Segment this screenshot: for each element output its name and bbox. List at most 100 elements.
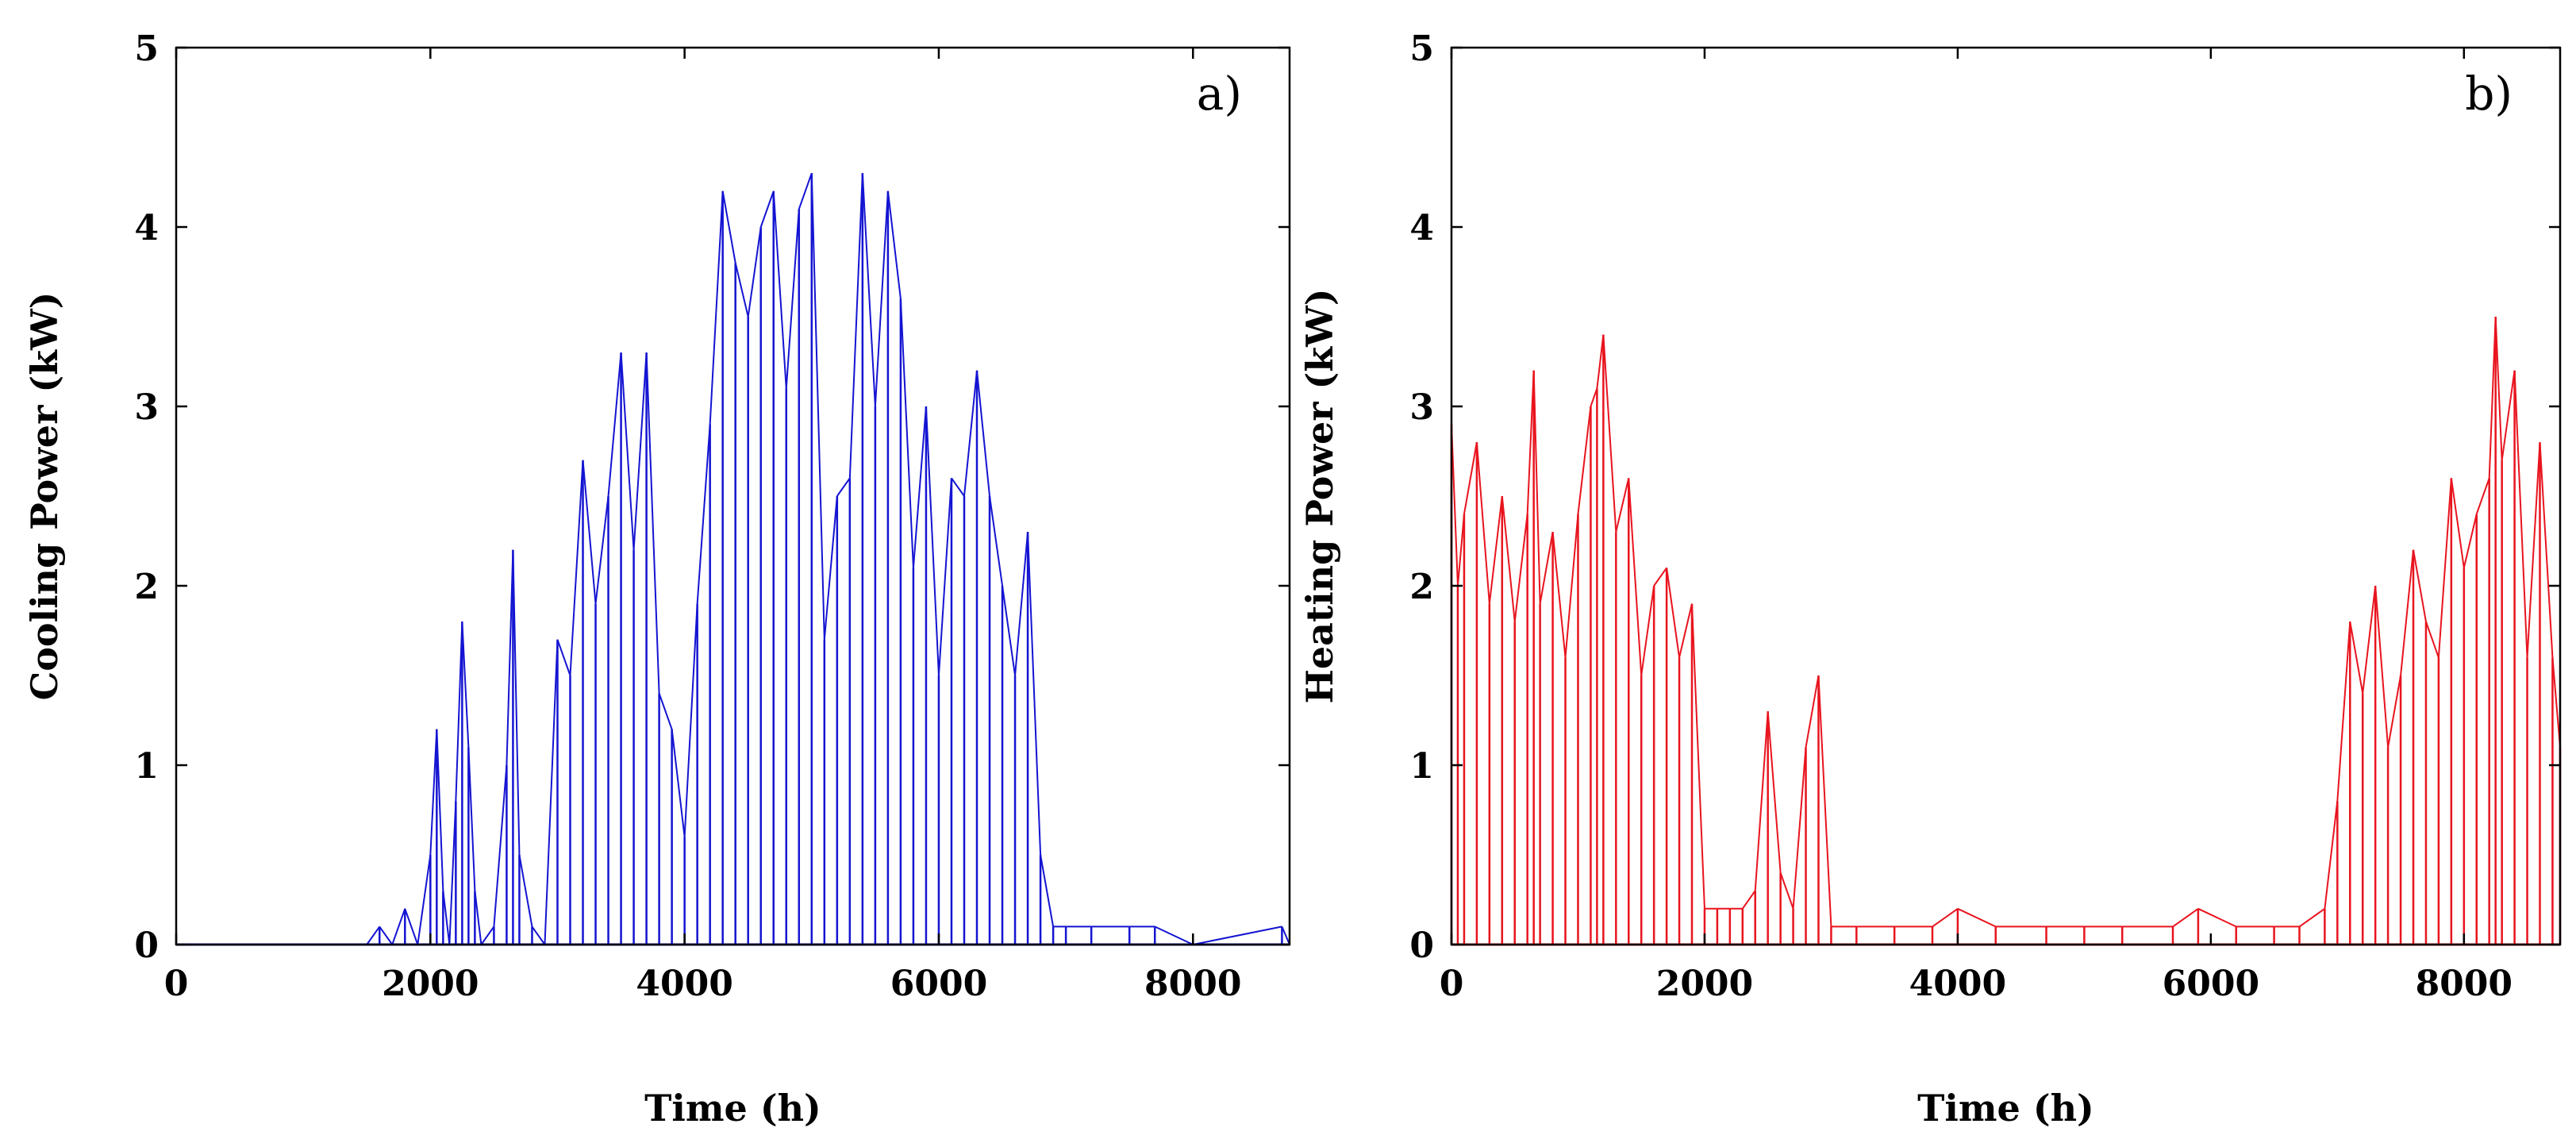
cooling-segment xyxy=(518,854,533,927)
heating-y-tick-label: 0 xyxy=(1409,926,1434,966)
heating-segment xyxy=(1513,514,1528,622)
heating-segment xyxy=(1526,370,1535,514)
cooling-segment xyxy=(759,190,775,228)
cooling-x-axis-title: Time (h) xyxy=(644,1087,821,1130)
cooling-y-tick-label: 4 xyxy=(134,208,159,248)
cooling-segment xyxy=(404,908,419,945)
cooling-segment xyxy=(785,209,800,389)
cooling-series xyxy=(176,172,1290,946)
cooling-segment xyxy=(556,639,571,676)
heating-x-tick-label: 0 xyxy=(1440,964,1464,1004)
heating-segment xyxy=(1596,334,1605,389)
cooling-segment xyxy=(582,460,597,604)
heating-segment xyxy=(2539,442,2554,658)
heating-segment xyxy=(2437,478,2452,658)
cooling-segment xyxy=(461,622,470,748)
cooling-panel-label: a) xyxy=(1197,67,1242,121)
heating-segment xyxy=(1451,424,1459,587)
heating-x-tick-label: 6000 xyxy=(2163,964,2259,1004)
cooling-segment xyxy=(912,406,927,568)
cooling-segment xyxy=(1040,854,1055,927)
cooling-segment xyxy=(823,495,838,640)
heating-segment xyxy=(1463,442,1478,514)
cooling-segment xyxy=(467,747,476,891)
cooling-segment xyxy=(512,549,521,856)
heating-y-tick-label: 3 xyxy=(1409,387,1434,428)
cooling-y-axis-title: Cooling Power (kW) xyxy=(23,292,66,701)
cooling-segment xyxy=(448,801,457,945)
cooling-segment xyxy=(620,352,635,550)
cooling-segment xyxy=(594,495,609,604)
heating-segment xyxy=(2387,675,2402,748)
heating-segment xyxy=(2374,585,2390,748)
cooling-segment xyxy=(734,262,749,318)
heating-segment xyxy=(1817,675,1832,927)
heating-segment xyxy=(1932,907,1959,928)
cooling-segment xyxy=(480,926,495,945)
cooling-segment xyxy=(436,729,444,891)
heating-segment xyxy=(2513,370,2528,658)
heating-segment xyxy=(2425,621,2440,658)
heating-segment xyxy=(1792,747,1807,909)
cooling-x-tick-label: 6000 xyxy=(890,964,987,1004)
heating-segment xyxy=(2413,549,2427,622)
cooling-segment xyxy=(493,764,508,927)
heating-segment xyxy=(2526,442,2541,658)
heating-segment xyxy=(1741,890,1756,910)
heating-segment xyxy=(1590,388,1598,407)
heating-segment xyxy=(2450,478,2465,568)
cooling-segment xyxy=(886,190,902,299)
cooling-segment xyxy=(607,352,622,497)
cooling-y-tick-label: 5 xyxy=(134,29,159,69)
heating-x-tick-label: 2000 xyxy=(1656,964,1753,1004)
heating-segment xyxy=(2475,478,2490,514)
heating-segment xyxy=(1666,568,1681,658)
cooling-segment xyxy=(544,639,559,945)
heating-segment xyxy=(2551,657,2561,748)
heating-segment xyxy=(1767,711,1782,873)
heating-y-tick-label: 1 xyxy=(1409,746,1434,787)
heating-segment xyxy=(1532,370,1541,604)
cooling-segment xyxy=(772,190,787,389)
cooling-segment xyxy=(506,549,514,766)
heating-segment xyxy=(2501,370,2516,460)
cooling-x-tick-label: 2000 xyxy=(382,964,479,1004)
cooling-y-tick-label: 0 xyxy=(134,926,159,966)
cooling-segment xyxy=(937,478,952,676)
cooling-segment xyxy=(442,891,451,945)
heating-segment xyxy=(2362,585,2377,694)
heating-segment xyxy=(1805,675,1820,748)
heating-segment xyxy=(2324,801,2339,909)
cooling-panel: 0 1 2 3 4 5 0 2000 4000 6000 8000 Time (h) Cooling P… xyxy=(23,29,1291,1130)
heating-segment xyxy=(1615,478,1630,533)
heating-y-tick-label: 5 xyxy=(1409,29,1434,69)
heating-x-tick-label: 8000 xyxy=(2416,964,2513,1004)
heating-segment xyxy=(2494,316,2503,460)
cooling-segment xyxy=(1281,926,1290,945)
cooling-y-tick-label: 2 xyxy=(134,567,159,607)
cooling-segment xyxy=(836,477,851,497)
cooling-segment xyxy=(417,854,432,945)
heating-segment xyxy=(1628,478,1643,676)
heating-segment xyxy=(2349,622,2364,694)
cooling-segment xyxy=(429,729,438,856)
heating-segment xyxy=(1539,532,1554,604)
cooling-segment xyxy=(632,352,648,550)
cooling-x-tick-label: 0 xyxy=(164,964,189,1004)
cooling-x-tick-label: 4000 xyxy=(636,964,732,1004)
cooling-segment xyxy=(810,173,825,640)
cooling-plot-frame xyxy=(175,46,1291,946)
heating-segment xyxy=(1779,872,1794,910)
cooling-x-tick-label: 8000 xyxy=(1144,964,1241,1004)
cooling-segment xyxy=(1014,532,1029,676)
heating-segment xyxy=(1602,334,1617,533)
cooling-segment xyxy=(709,190,724,425)
heating-x-tick-label: 4000 xyxy=(1909,964,2006,1004)
heating-segment xyxy=(2197,907,2237,928)
cooling-segment xyxy=(976,370,991,497)
cooling-segment xyxy=(989,495,1004,587)
heating-segment xyxy=(2336,622,2351,802)
cooling-segment xyxy=(645,352,660,694)
cooling-segment xyxy=(798,172,813,210)
cooling-segment xyxy=(531,926,546,945)
